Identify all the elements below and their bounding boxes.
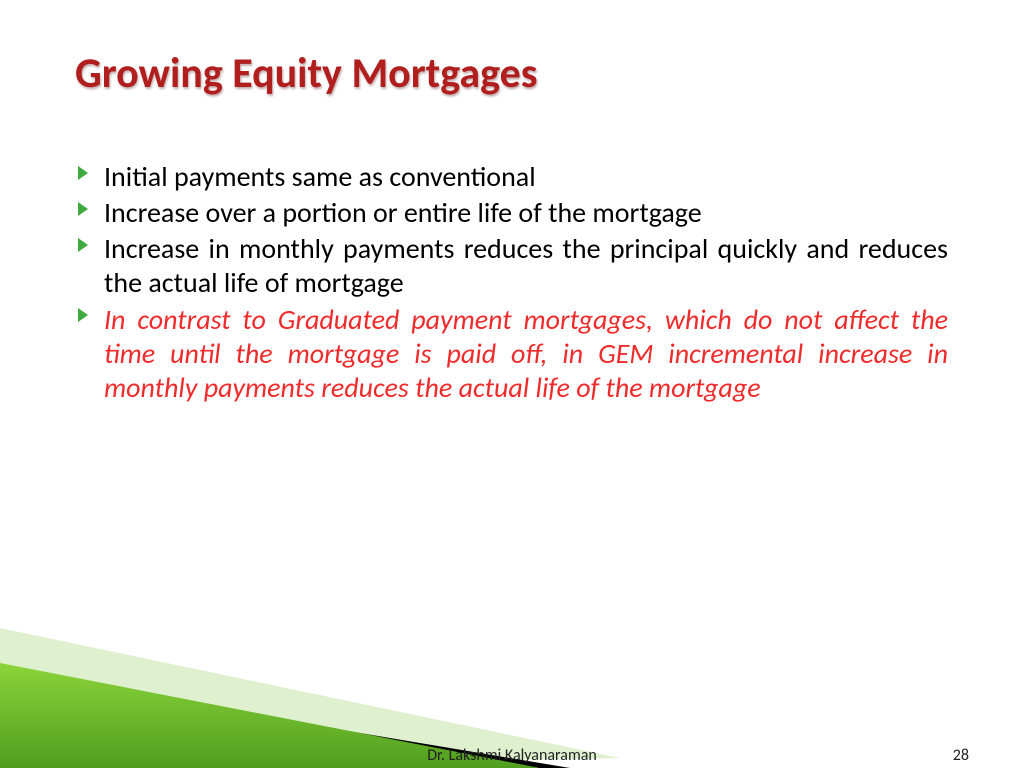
bullet-icon — [78, 238, 88, 252]
list-item: Increase over a portion or entire life o… — [78, 196, 948, 230]
bullet-list: Initial payments same as conventional In… — [78, 160, 948, 405]
footer-page-number: 28 — [953, 746, 969, 765]
list-item-text: Initial payments same as conventional — [104, 160, 948, 194]
slide-body: Initial payments same as conventional In… — [78, 160, 948, 407]
footer-author: Dr. Lakshmi Kalyanaraman — [0, 746, 1024, 765]
list-item-text: Increase over a portion or entire life o… — [104, 196, 948, 230]
bullet-icon — [78, 308, 88, 322]
list-item-text: Increase in monthly payments reduces the… — [104, 232, 948, 300]
list-item: Increase in monthly payments reduces the… — [78, 232, 948, 300]
list-item-text: In contrast to Graduated payment mortgag… — [104, 303, 948, 405]
slide-title: Growing Equity Mortgages — [75, 48, 538, 99]
bullet-icon — [78, 166, 88, 180]
list-item: In contrast to Graduated payment mortgag… — [78, 303, 948, 405]
slide: Growing Equity Mortgages Initial payment… — [0, 0, 1024, 768]
list-item: Initial payments same as conventional — [78, 160, 948, 194]
bullet-icon — [78, 202, 88, 216]
